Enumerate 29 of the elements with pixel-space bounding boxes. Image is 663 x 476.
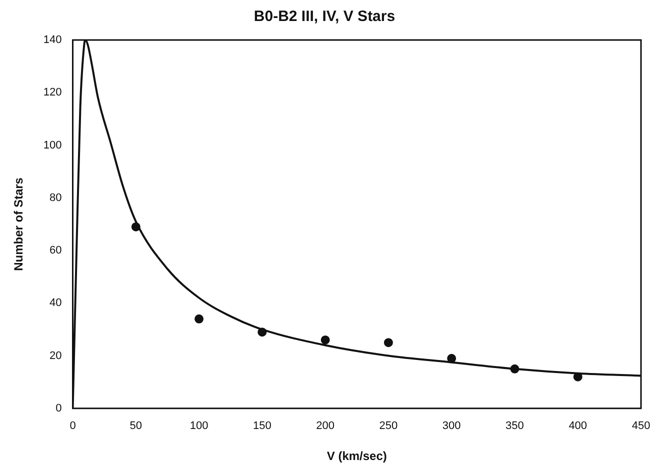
y-tick-label: 140 <box>43 34 62 46</box>
point <box>131 222 140 232</box>
x-axis-title: V (km/sec) <box>326 449 387 464</box>
y-tick-label: 120 <box>43 86 62 99</box>
point <box>258 328 267 337</box>
x-tick-label: 400 <box>568 420 588 432</box>
x-tick-label: 250 <box>379 420 398 432</box>
x-tick-label: 450 <box>632 420 650 432</box>
x-tick-label: 100 <box>190 420 208 432</box>
y-tick-label: 20 <box>50 350 62 362</box>
y-tick-label: 0 <box>56 402 62 414</box>
y-tick-label: 80 <box>50 192 62 204</box>
point <box>573 372 582 382</box>
point <box>194 314 204 324</box>
chart-title: B0-B2 III, IV, V Stars <box>254 8 396 26</box>
y-tick-label: 60 <box>50 244 62 257</box>
x-tick-label: 150 <box>252 420 272 432</box>
x-tick-label: 350 <box>506 420 524 432</box>
point <box>384 338 393 348</box>
point <box>510 364 520 374</box>
point <box>320 335 330 344</box>
y-tick-label: 100 <box>43 139 62 152</box>
x-tick-label: 300 <box>442 420 461 432</box>
y-axis-title: Number of Stars <box>12 177 26 271</box>
y-tick-label: 40 <box>50 297 62 310</box>
x-tick-label: 200 <box>316 420 334 432</box>
x-tick-label: 0 <box>70 420 76 432</box>
x-tick-label: 50 <box>130 420 142 432</box>
point <box>447 354 456 363</box>
